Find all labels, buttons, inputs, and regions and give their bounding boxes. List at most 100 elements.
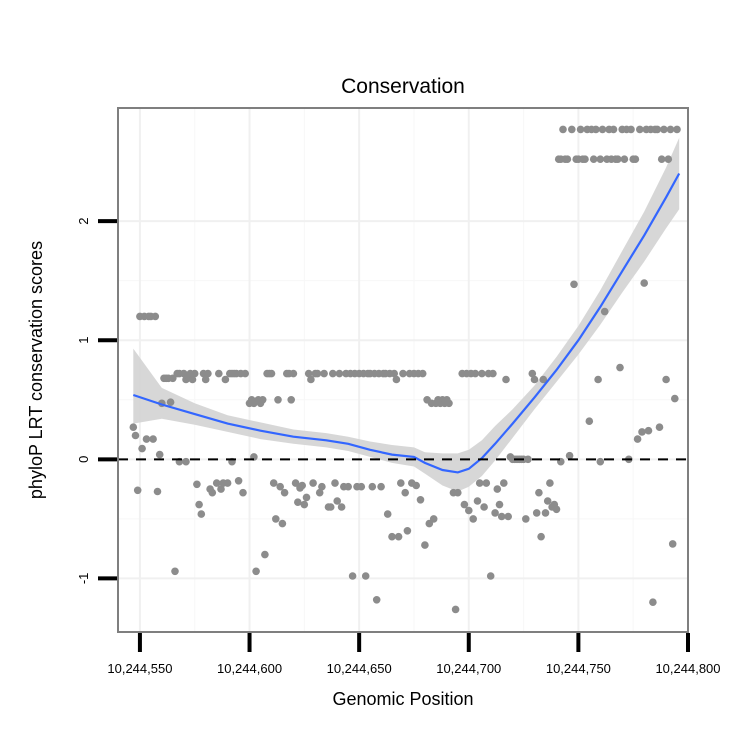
data-point — [329, 369, 337, 378]
data-point — [153, 487, 162, 496]
data-point — [182, 457, 190, 466]
data-point — [541, 509, 550, 517]
data-point — [471, 369, 480, 378]
data-point — [581, 155, 589, 163]
data-point — [383, 510, 392, 518]
data-point — [278, 519, 287, 528]
data-point — [486, 572, 495, 580]
data-point — [361, 572, 370, 580]
data-point — [234, 477, 243, 485]
data-point — [208, 488, 217, 497]
data-point — [287, 396, 296, 404]
data-point — [388, 532, 396, 541]
panel-border — [117, 107, 689, 633]
data-point — [392, 375, 401, 384]
data-point — [272, 515, 280, 523]
data-point — [546, 479, 554, 487]
data-point — [390, 369, 399, 378]
data-point — [221, 375, 230, 384]
data-point — [493, 485, 502, 493]
data-point — [129, 423, 138, 432]
data-point — [671, 394, 679, 403]
data-point — [193, 480, 201, 489]
smooth-line-path — [132, 172, 681, 474]
data-point — [318, 482, 326, 491]
data-point — [403, 527, 412, 535]
data-point — [600, 307, 609, 316]
data-point — [258, 396, 267, 404]
data-point — [280, 488, 289, 497]
data-point — [217, 485, 225, 493]
data-point — [197, 510, 206, 518]
data-point — [657, 155, 666, 163]
data-point — [631, 155, 640, 163]
data-point — [473, 497, 482, 505]
data-point — [596, 155, 605, 163]
data-point — [166, 398, 175, 407]
data-point — [188, 375, 197, 384]
data-point — [614, 155, 622, 163]
data-point — [489, 369, 497, 378]
data-point — [653, 125, 662, 134]
data-point — [644, 426, 653, 435]
data-point — [585, 417, 594, 426]
x-tick-label: 10,244,700 — [436, 661, 501, 676]
data-point — [291, 479, 300, 487]
data-point — [212, 479, 221, 487]
data-point — [416, 496, 425, 504]
data-point — [302, 493, 311, 502]
data-point — [333, 497, 342, 505]
x-tick-label: 10,244,550 — [107, 661, 172, 676]
y-tick-label: -1 — [76, 573, 91, 585]
data-point — [412, 481, 421, 490]
data-point — [399, 369, 407, 378]
data-point — [627, 125, 635, 134]
data-point — [660, 125, 668, 134]
data-point — [666, 125, 675, 134]
y-axis-label: phyloP LRT conservation scores — [26, 241, 46, 499]
data-point — [313, 369, 322, 378]
data-point — [522, 515, 530, 523]
data-point — [563, 155, 572, 163]
data-point — [609, 125, 618, 134]
data-point — [636, 125, 644, 134]
data-point — [559, 125, 567, 134]
data-point — [337, 503, 346, 511]
data-point — [304, 369, 313, 378]
data-point — [480, 503, 488, 511]
x-axis-label: Genomic Position — [332, 689, 473, 709]
data-point — [451, 605, 460, 614]
data-point — [640, 279, 648, 287]
data-point — [620, 155, 629, 163]
data-point — [616, 363, 624, 372]
data-point — [138, 444, 146, 453]
data-point — [543, 497, 552, 505]
data-point — [377, 482, 385, 491]
data-point — [530, 375, 539, 384]
data-point — [171, 567, 179, 576]
data-point — [372, 596, 381, 604]
data-point — [421, 541, 429, 549]
data-point — [204, 369, 212, 378]
data-point — [142, 435, 151, 443]
data-point — [570, 280, 578, 289]
data-point — [497, 512, 506, 521]
data-point — [155, 450, 164, 459]
data-point — [668, 540, 677, 548]
data-point — [596, 457, 605, 466]
data-point — [535, 488, 543, 497]
data-point — [482, 479, 491, 487]
data-point — [537, 532, 545, 541]
data-point — [261, 550, 269, 559]
data-point — [673, 125, 681, 134]
data-point — [267, 369, 276, 378]
data-point — [594, 375, 602, 384]
confidence-band — [133, 137, 680, 492]
data-point — [495, 500, 504, 509]
data-point — [294, 498, 302, 507]
data-point — [506, 453, 515, 461]
data-point — [528, 369, 537, 378]
data-point — [320, 369, 328, 378]
data-point — [348, 572, 357, 580]
